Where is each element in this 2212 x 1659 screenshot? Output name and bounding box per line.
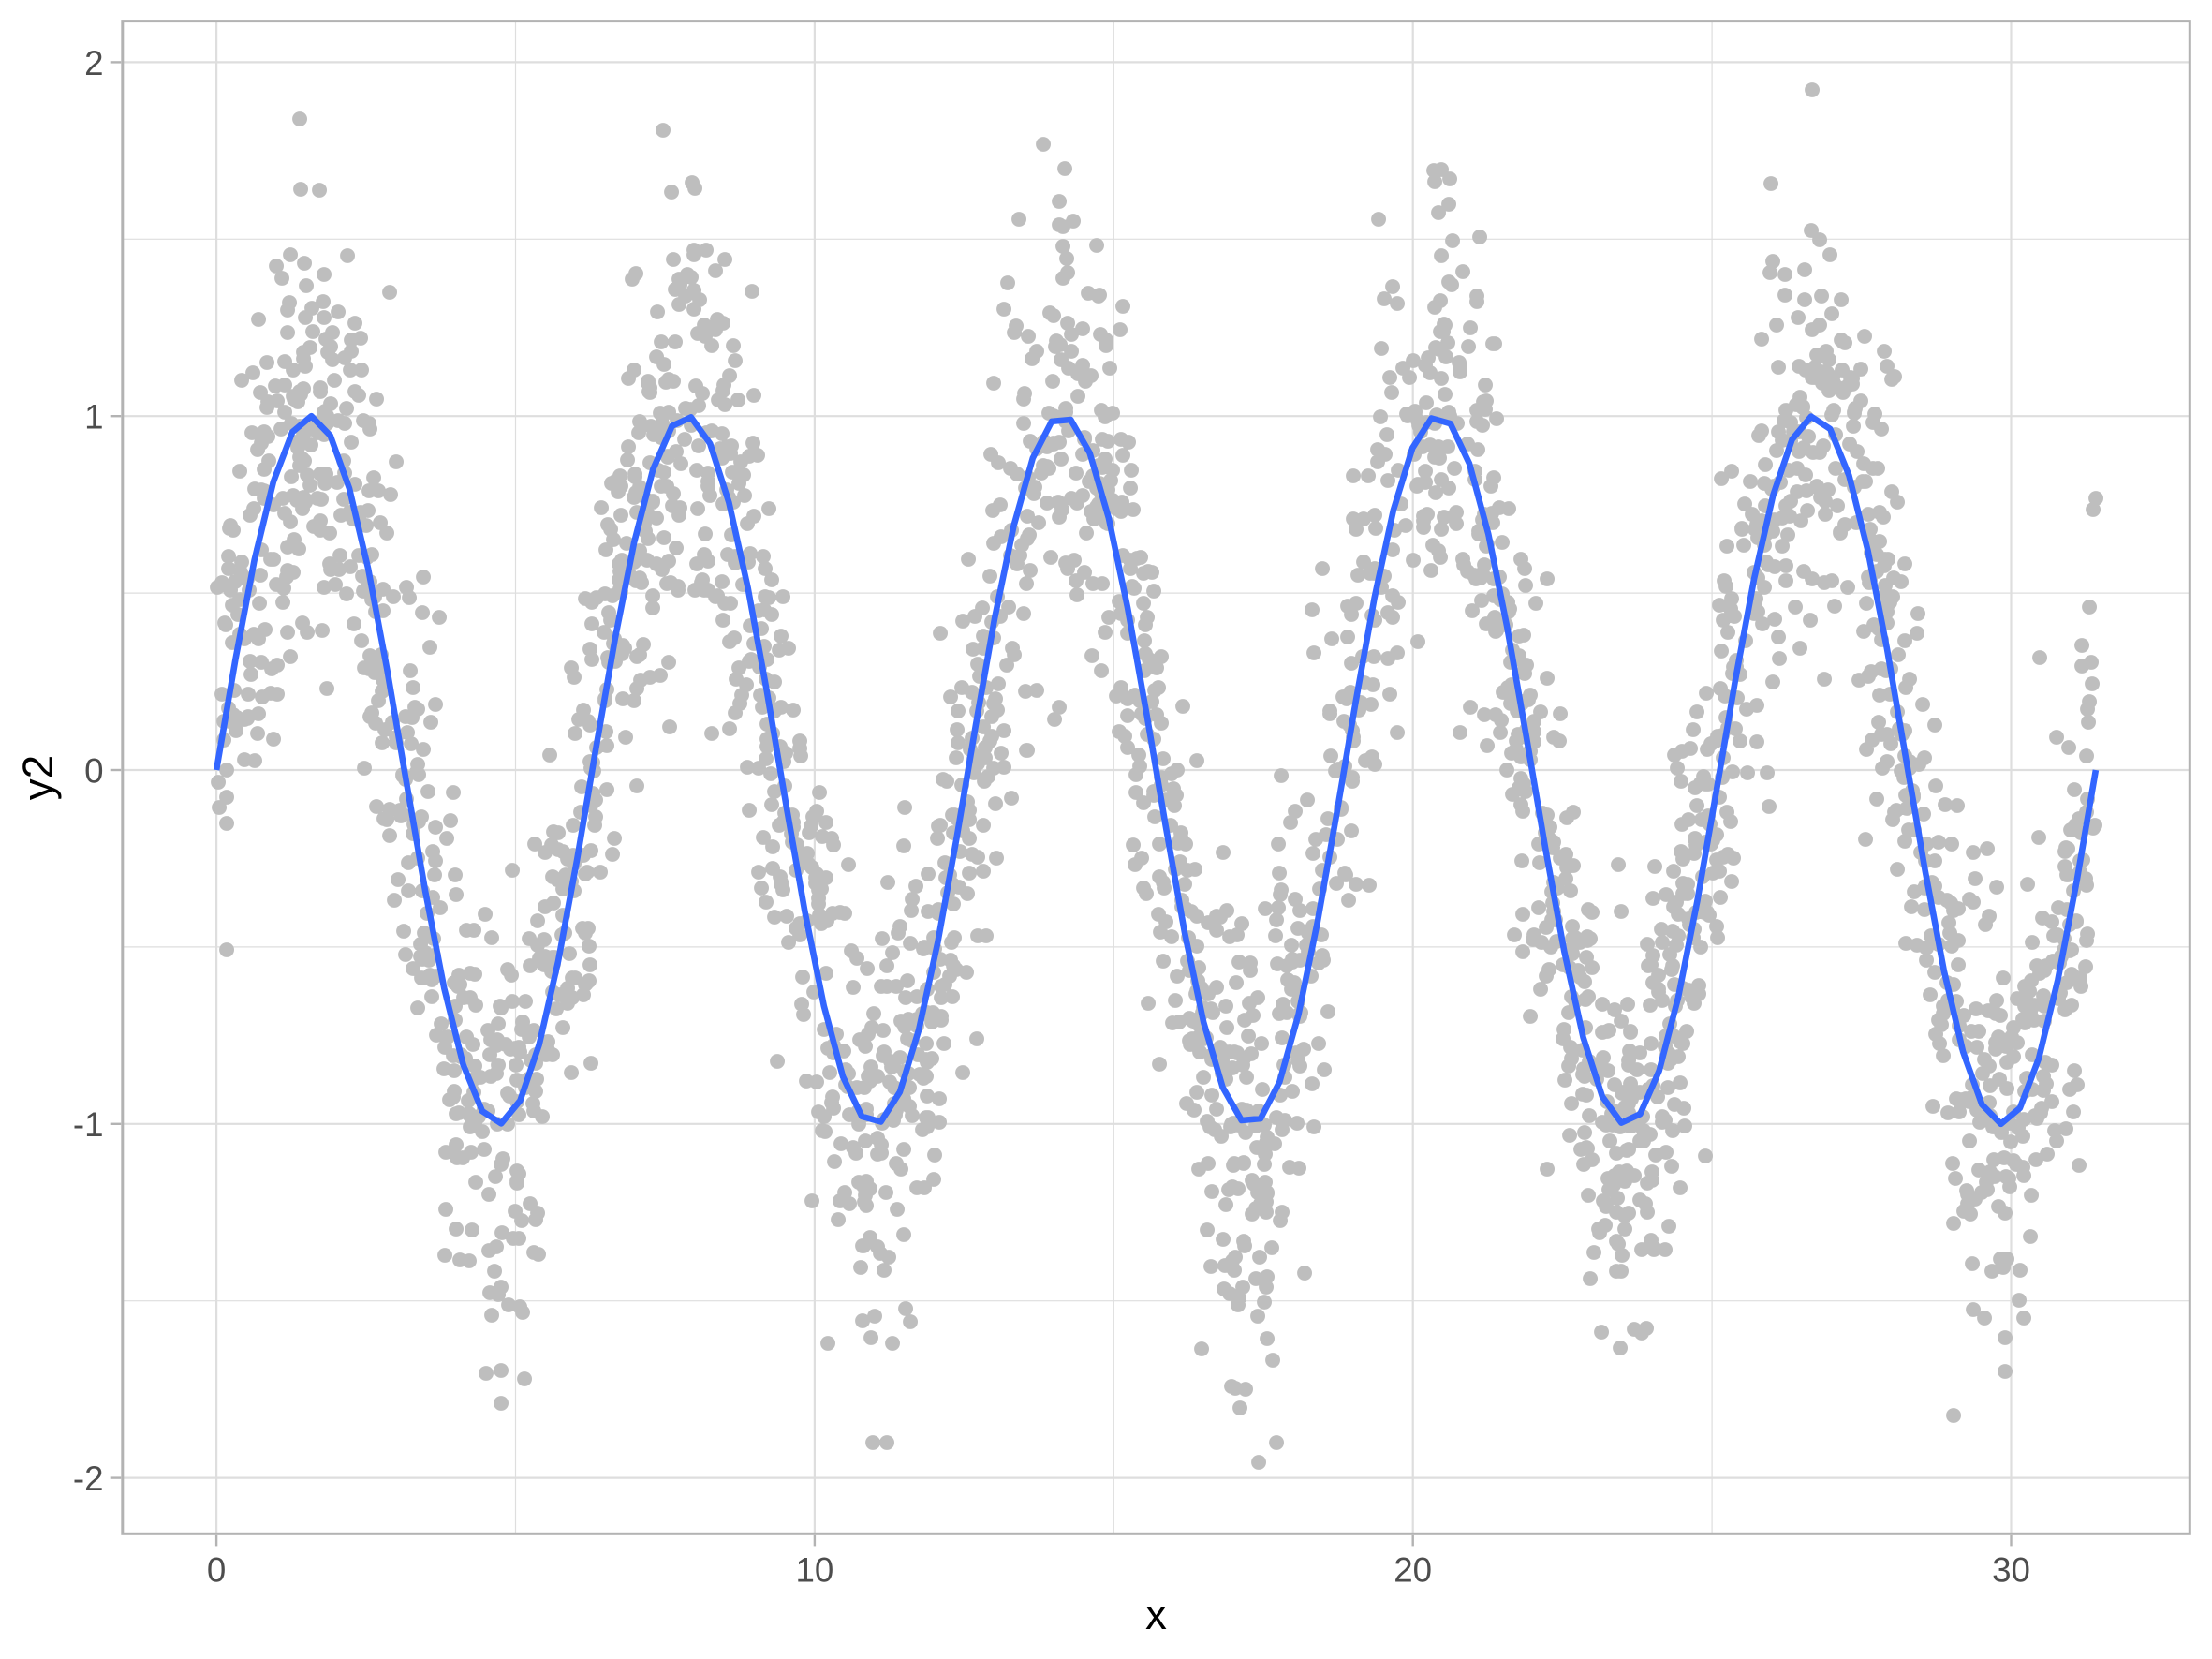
svg-text:0: 0 (207, 1550, 226, 1589)
svg-text:2: 2 (84, 44, 103, 82)
svg-text:30: 30 (1992, 1550, 2030, 1589)
svg-text:y2: y2 (14, 755, 62, 800)
svg-text:20: 20 (1394, 1550, 1432, 1589)
svg-text:-2: -2 (73, 1459, 104, 1498)
svg-text:1: 1 (84, 398, 103, 437)
svg-text:10: 10 (795, 1550, 833, 1589)
svg-text:-1: -1 (73, 1105, 104, 1144)
svg-text:x: x (1145, 1591, 1167, 1638)
svg-text:0: 0 (84, 751, 103, 790)
